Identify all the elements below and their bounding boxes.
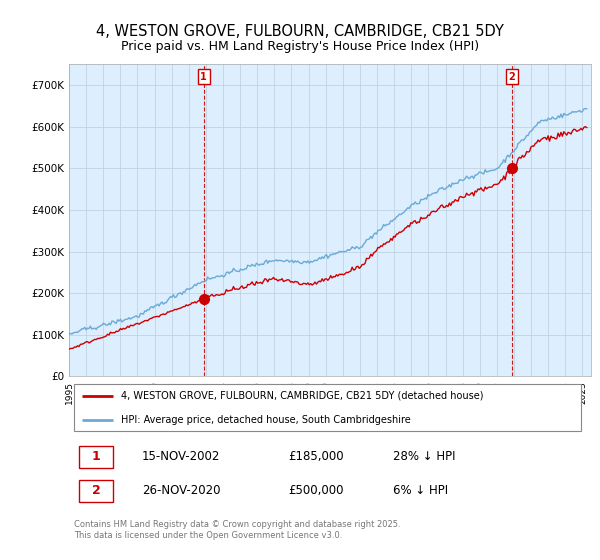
Text: 26-NOV-2020: 26-NOV-2020 [142,484,221,497]
Text: 1: 1 [92,450,101,464]
Text: £500,000: £500,000 [288,484,344,497]
Text: 2: 2 [508,72,515,82]
Text: 2: 2 [92,484,101,497]
Text: 28% ↓ HPI: 28% ↓ HPI [392,450,455,464]
Bar [79,480,113,502]
Text: 15-NOV-2002: 15-NOV-2002 [142,450,220,464]
Text: 4, WESTON GROVE, FULBOURN, CAMBRIDGE, CB21 5DY (detached house): 4, WESTON GROVE, FULBOURN, CAMBRIDGE, CB… [121,391,484,401]
Text: 4, WESTON GROVE, FULBOURN, CAMBRIDGE, CB21 5DY: 4, WESTON GROVE, FULBOURN, CAMBRIDGE, CB… [96,24,504,39]
Text: 6% ↓ HPI: 6% ↓ HPI [392,484,448,497]
Text: £185,000: £185,000 [288,450,344,464]
Text: Price paid vs. HM Land Registry's House Price Index (HPI): Price paid vs. HM Land Registry's House … [121,40,479,53]
Text: Contains HM Land Registry data © Crown copyright and database right 2025.
This d: Contains HM Land Registry data © Crown c… [74,520,401,540]
Text: 1: 1 [200,72,207,82]
Bar [79,446,113,468]
Text: HPI: Average price, detached house, South Cambridgeshire: HPI: Average price, detached house, Sout… [121,414,411,424]
